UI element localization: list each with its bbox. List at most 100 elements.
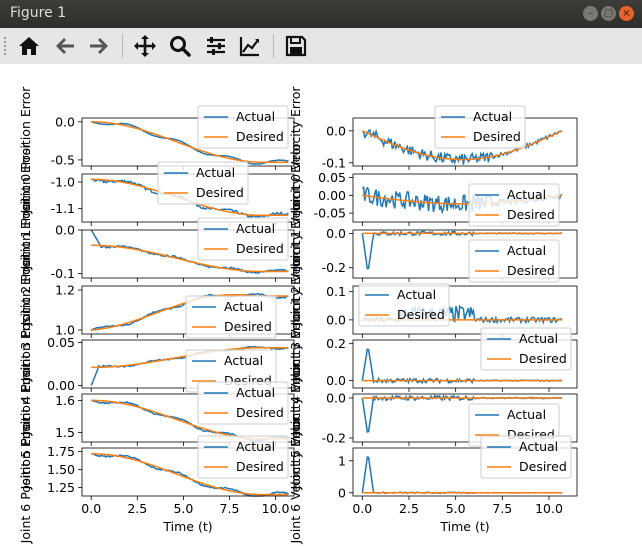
subplot-position-joint-5: 1.6 1.5 Joint 5 Position Error Actual Desire…: [18, 362, 295, 491]
legend-actual-label: Actual: [196, 165, 235, 180]
y-axis-label: Joint 6 Position Error: [18, 416, 33, 545]
y-tick-label: -0.2: [322, 260, 346, 275]
save-floppy-icon[interactable]: [284, 34, 308, 58]
x-tick-label: 5.0: [173, 501, 193, 516]
legend-actual-label: Actual: [397, 287, 436, 302]
figure-toolbar: [0, 28, 642, 65]
y-tick-label: 0.0: [55, 114, 75, 129]
x-tick-label: 0.0: [81, 501, 101, 516]
subplot-velocity-joint-6: 1 0 0.0 2.5 5.0 7.5 10.0 Time (t) Joint 6 Veloci…: [288, 416, 578, 545]
subplot-velocity-joint-1: 0.05 0.00 -0.05 Joint 1 Velocity Error Actua…: [288, 142, 578, 271]
subplot-velocity-joint-4: 0.2 0.0 Joint 4 Velocity Error Actual Desire…: [288, 308, 578, 437]
toolbar-grip[interactable]: [4, 37, 10, 55]
y-axis-label: Joint 2 Velocity Error: [288, 198, 303, 327]
y-axis-label: Joint 4 Position Error: [18, 308, 33, 437]
x-axis-label: Time (t): [439, 519, 489, 534]
subplot-velocity-joint-0: 0.0 -0.1 Joint 0 Velocity Error Actual Desir…: [288, 86, 578, 215]
toolbar-separator: [122, 34, 123, 58]
window-titlebar: Figure 1 – □ ×: [0, 0, 642, 28]
legend-desired-label: Desired: [397, 307, 445, 322]
y-tick-label: -0.1: [51, 266, 75, 281]
axes-frame: [352, 447, 578, 497]
maximize-window-button[interactable]: □: [601, 6, 616, 21]
y-tick-label: -0.5: [51, 152, 75, 167]
window-title: Figure 1: [10, 5, 67, 21]
y-axis-label: Joint 2 Position Error: [18, 198, 33, 327]
close-window-button[interactable]: ×: [619, 6, 634, 21]
y-tick-label: 0.05: [318, 170, 346, 185]
legend-actual-label: Actual: [519, 439, 558, 454]
y-axis-label: Joint 1 Velocity Error: [288, 142, 303, 271]
y-tick-label: 0.0: [326, 312, 346, 327]
series-desired-line: [361, 130, 563, 161]
forward-arrow-icon[interactable]: [87, 34, 111, 58]
series-desired-line: [91, 121, 289, 163]
axes-frame: [81, 229, 295, 279]
y-axis-label: Joint 5 Position Error: [18, 362, 33, 491]
y-tick-label: 1.50: [47, 462, 75, 477]
y-axis-label: Joint 5 Velocity Error: [288, 362, 303, 491]
subplot-velocity-joint-3: 0.1 0.0 Joint 3 Velocity Error Actual Desire…: [288, 254, 578, 383]
y-tick-label: 1.6: [55, 393, 75, 408]
legend-desired-label: Desired: [507, 207, 555, 222]
pan-move-icon[interactable]: [133, 34, 157, 58]
x-tick-label: 7.5: [220, 501, 240, 516]
legend-actual-label: Actual: [224, 353, 263, 368]
legend-actual-label: Actual: [473, 109, 512, 124]
series-desired-line: [91, 452, 289, 496]
y-tick-label: -1.1: [51, 201, 75, 216]
y-tick-label: 1.0: [55, 323, 75, 338]
series-desired-line: [91, 244, 289, 273]
y-tick-label: 0.05: [47, 335, 75, 350]
y-tick-label: -0.1: [322, 155, 346, 170]
legend-actual-label: Actual: [236, 221, 275, 236]
subplot-position-joint-3: 1.0 1.2 Joint 3 Position Error Actual Desire…: [18, 254, 295, 383]
y-tick-label: -0.2: [322, 431, 346, 446]
legend-desired-label: Desired: [236, 405, 284, 420]
back-arrow-icon[interactable]: [53, 34, 77, 58]
home-icon[interactable]: [17, 34, 41, 58]
y-tick-label: 0.0: [55, 223, 75, 238]
legend-desired-label: Desired: [519, 459, 567, 474]
legend-desired-label: Desired: [236, 459, 284, 474]
y-axis-label: Joint 0 Position Error: [18, 86, 33, 215]
y-tick-label: 0.0: [326, 226, 346, 241]
zoom-magnifier-icon[interactable]: [168, 34, 192, 58]
legend-desired-label: Desired: [507, 263, 555, 278]
legend-desired-label: Desired: [519, 351, 567, 366]
axes-frame: [352, 173, 578, 223]
y-axis-label: Joint 3 Velocity Error: [288, 254, 303, 383]
axes-frame: [81, 393, 295, 443]
y-axis-label: Joint 3 Position Error: [18, 254, 33, 383]
y-tick-label: 0.00: [47, 378, 75, 393]
legend-desired-label: Desired: [473, 129, 521, 144]
y-axis-label: Joint 6 Velocity Error: [288, 416, 303, 545]
axes-frame: [352, 285, 578, 335]
subplot-position-joint-1: -1.0 -1.1 Joint 1 Position Error Actual Desi…: [18, 142, 295, 271]
y-tick-label: 0.0: [326, 123, 346, 138]
legend-actual-label: Actual: [519, 331, 558, 346]
axes-frame: [352, 229, 578, 279]
y-tick-label: 1.75: [47, 444, 75, 459]
y-axis-label: Joint 1 Position Error: [18, 142, 33, 271]
y-tick-label: 1: [338, 453, 346, 468]
legend-desired-label: Desired: [236, 129, 284, 144]
x-axis-label: Time (t): [162, 519, 212, 534]
subplot-velocity-joint-2: 0.0 -0.2 Joint 2 Velocity Error Actual Desir…: [288, 198, 578, 327]
figure-canvas[interactable]: 0.0 -0.5 Joint 0 Position Error Actual Desir…: [0, 64, 642, 546]
legend-actual-label: Actual: [507, 407, 546, 422]
legend-actual-label: Actual: [507, 187, 546, 202]
edit-axes-curve-icon[interactable]: [238, 34, 262, 58]
y-tick-label: 1.5: [55, 425, 75, 440]
legend-actual-label: Actual: [507, 243, 546, 258]
y-tick-label: 1.2: [55, 283, 75, 298]
subplots-grid[interactable]: 0.0 -0.5 Joint 0 Position Error Actual Desir…: [0, 64, 642, 546]
configure-subplots-icon[interactable]: [204, 34, 228, 58]
minimize-window-button[interactable]: –: [583, 6, 598, 21]
y-tick-label: 0.0: [326, 391, 346, 406]
x-tick-label: 7.5: [492, 501, 512, 516]
axes-frame: [352, 393, 578, 443]
legend-actual-label: Actual: [224, 299, 263, 314]
toolbar-separator: [273, 34, 274, 58]
legend-actual-label: Actual: [236, 439, 275, 454]
